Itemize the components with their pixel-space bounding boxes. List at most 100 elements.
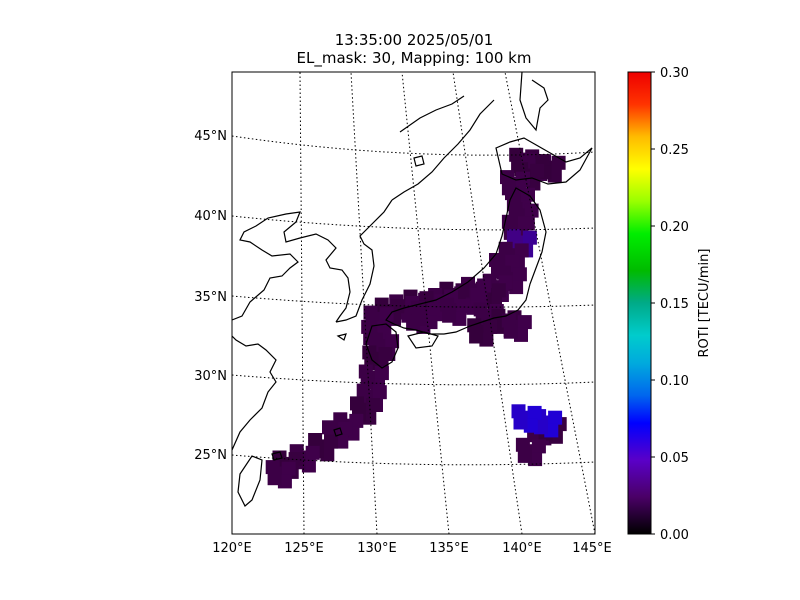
roti-cell [503, 324, 518, 339]
roti-cell [361, 319, 376, 334]
lon-tick-140: 140°E [502, 541, 542, 556]
roti-cell [470, 288, 485, 302]
meridian-145e [504, 72, 595, 534]
parallel-40n [232, 215, 595, 231]
roti-cell [517, 448, 532, 463]
roti-cell [491, 283, 506, 298]
cb-tick-6: 0.30 [660, 66, 689, 81]
roti-cell [390, 299, 405, 314]
roti-cell [514, 243, 529, 258]
colorbar [627, 71, 652, 535]
cb-tick-0: 0.00 [660, 528, 689, 543]
coast-china-north [232, 211, 351, 323]
coast-okinawa [333, 427, 343, 437]
roti-cell [305, 445, 320, 460]
roti-cell [374, 366, 389, 381]
roti-cell [350, 396, 364, 411]
roti-cell [530, 163, 545, 178]
roti-cell [356, 383, 371, 398]
map-frame [231, 71, 596, 535]
lat-tick-30: 30°N [194, 369, 227, 384]
coastlines [232, 72, 593, 507]
colorbar-label: ROTI [TECU/min] [697, 249, 712, 358]
parallel-30n [232, 374, 595, 386]
roti-cell [506, 229, 521, 244]
lon-tick-135: 135°E [429, 541, 469, 556]
roti-cell [498, 241, 513, 256]
chart-title-line-1: 13:35:00 2025/05/01 [334, 31, 494, 49]
roti-cell [473, 302, 488, 317]
lat-tick-25: 25°N [194, 448, 227, 463]
roti-cell [513, 415, 528, 430]
roti-cell [517, 216, 532, 231]
lat-tick-40: 40°N [194, 209, 227, 224]
roti-cell [411, 300, 426, 315]
roti-cell [363, 305, 378, 320]
meridian-130e [350, 72, 378, 534]
roti-cell [505, 254, 520, 269]
roti-cell [483, 319, 498, 334]
coast-sakhalin [519, 72, 549, 132]
roti-cell [469, 329, 484, 344]
roti-cell [442, 308, 457, 323]
coast-yaeyama [271, 451, 283, 461]
cb-tick-2: 0.10 [660, 374, 689, 389]
roti-cell [358, 364, 373, 379]
lat-tick-45: 45°N [194, 129, 227, 144]
cb-tick-5: 0.25 [660, 143, 689, 158]
roti-cell [527, 405, 542, 420]
lon-tick-labels: 120°E 125°E 130°E 135°E 140°E 145°E [212, 541, 612, 556]
meridian-125e [299, 72, 305, 534]
roti-cell [349, 413, 364, 428]
roti-cell [385, 334, 400, 349]
roti-cell [413, 311, 428, 326]
roti-cell [508, 202, 523, 216]
coast-kyushu [365, 323, 399, 369]
roti-cell [455, 283, 470, 298]
roti-cell [522, 230, 537, 245]
coast-jeju [336, 333, 347, 341]
roti-cell [489, 253, 503, 267]
roti-cell [378, 347, 393, 361]
roti-cell [500, 170, 514, 185]
roti-cell [366, 398, 381, 412]
lon-tick-130: 130°E [357, 541, 397, 556]
roti-cell [440, 297, 455, 312]
roti-cell [517, 315, 532, 330]
cb-tick-4: 0.20 [660, 220, 689, 235]
coast-russia-inner [399, 95, 465, 133]
roti-cell [467, 318, 482, 333]
coast-china-south [232, 335, 277, 451]
roti-cell [281, 461, 296, 476]
roti-cell [456, 299, 471, 314]
cb-tick-1: 0.05 [660, 451, 689, 466]
roti-cell [515, 437, 530, 452]
roti-cell [267, 471, 282, 486]
roti-cell [324, 434, 339, 449]
roti-cell [369, 332, 383, 347]
lon-tick-125: 125°E [284, 541, 324, 556]
lat-tick-35: 35°N [194, 290, 227, 305]
parallel-45n [232, 135, 595, 156]
parallel-35n [232, 295, 595, 308]
colorbar-tick-labels: 0.00 0.05 0.10 0.15 0.20 0.25 0.30 [660, 66, 689, 543]
lon-tick-145: 145°E [572, 541, 612, 556]
roti-cell [524, 203, 539, 218]
roti-cell [322, 420, 336, 435]
chart-title-line-2: EL_mask: 30, Mapping: 100 km [296, 49, 532, 67]
coast-hokkaido [495, 137, 593, 185]
lon-tick-120: 120°E [212, 541, 252, 556]
colorbar-ticks [651, 71, 655, 535]
coast-taiwan [237, 455, 263, 507]
coast-small-island [413, 155, 425, 167]
cb-tick-3: 0.15 [660, 297, 689, 312]
meridian-140e [452, 72, 523, 534]
roti-cell [265, 460, 280, 475]
roti-cell [501, 313, 516, 328]
coast-korea [335, 199, 393, 323]
roti-cell [427, 302, 442, 317]
roti-cell [379, 307, 394, 322]
roti-cell [308, 433, 323, 447]
lat-tick-labels: 25°N 30°N 35°N 40°N 45°N [194, 129, 227, 463]
